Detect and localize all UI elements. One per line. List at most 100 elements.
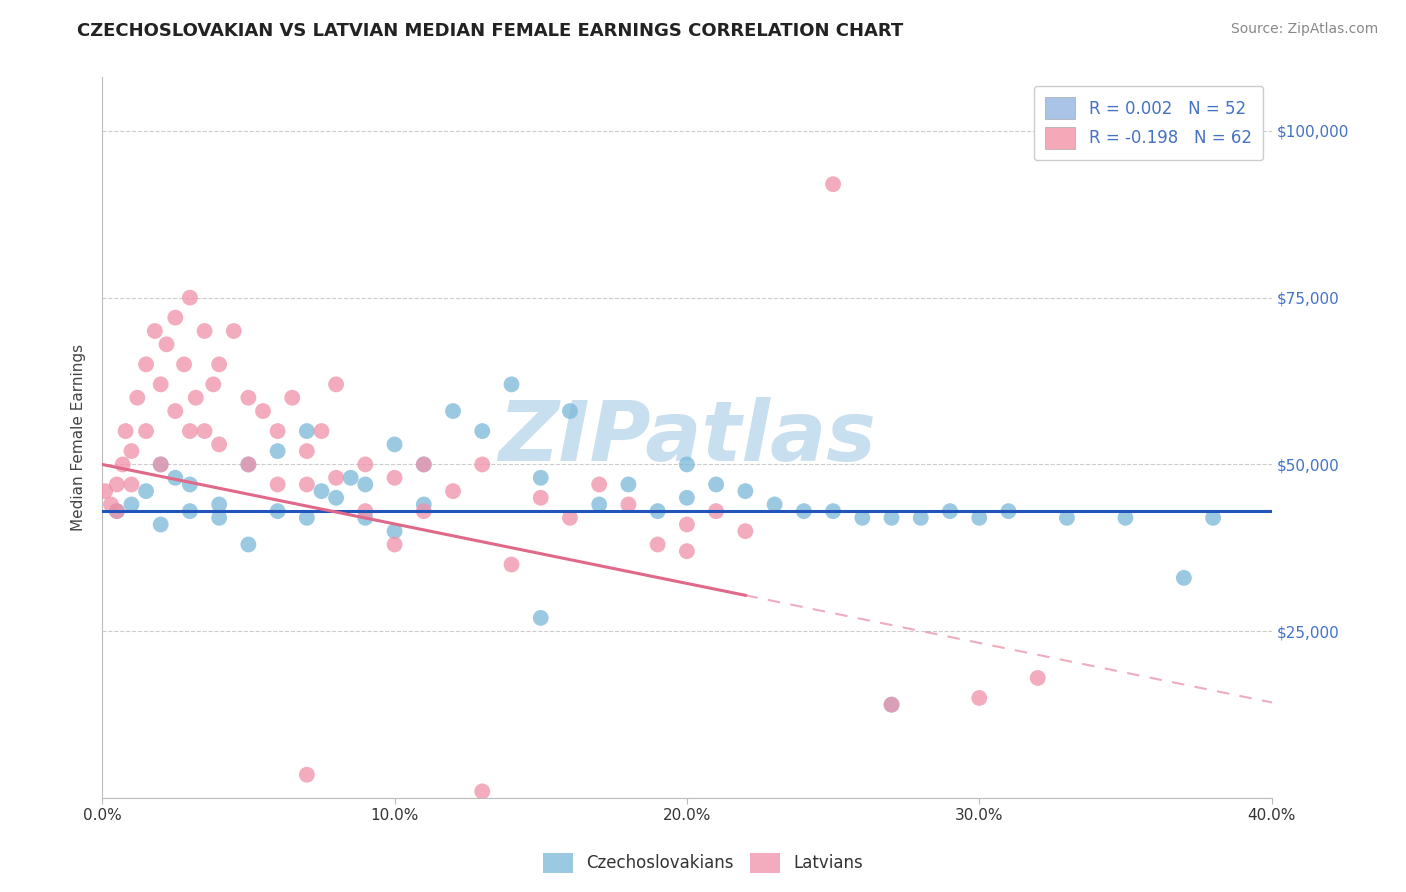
Point (266, 444, 288, 458)
Point (704, 504, 727, 518)
Point (412, 498, 434, 512)
Point (823, 178, 845, 192)
Point (295, 477, 318, 491)
Point (939, 504, 962, 518)
Point (412, 458, 434, 472)
Point (266, 504, 288, 518)
Point (558, 404, 581, 418)
Point (793, 504, 815, 518)
Point (143, 324, 166, 338)
Point (354, 511, 377, 525)
Point (471, 784, 494, 798)
Point (238, 458, 260, 472)
Point (910, 511, 932, 525)
Point (165, 404, 187, 418)
Point (105, 504, 128, 518)
Text: ZIPatlas: ZIPatlas (498, 397, 876, 478)
Point (1114, 511, 1136, 525)
Point (179, 477, 201, 491)
Point (165, 471, 187, 485)
Point (471, 458, 494, 472)
Point (135, 424, 157, 438)
Point (412, 504, 434, 518)
Point (295, 444, 318, 458)
Point (295, 424, 318, 438)
Point (676, 458, 699, 472)
Point (880, 511, 903, 525)
Text: Source: ZipAtlas.com: Source: ZipAtlas.com (1230, 22, 1378, 37)
Point (105, 504, 128, 518)
Point (100, 498, 122, 512)
Point (823, 504, 845, 518)
Point (1202, 511, 1225, 525)
Point (704, 477, 727, 491)
Point (354, 458, 377, 472)
Point (193, 424, 215, 438)
Point (149, 458, 172, 472)
Point (135, 484, 157, 499)
Point (647, 537, 669, 551)
Point (880, 698, 903, 712)
Point (94, 484, 117, 499)
Point (676, 491, 699, 505)
Point (120, 444, 142, 458)
Point (441, 404, 464, 418)
Point (238, 458, 260, 472)
Point (155, 337, 177, 351)
Point (471, 424, 494, 438)
Point (558, 511, 581, 525)
Point (354, 504, 377, 518)
Point (763, 498, 786, 512)
Point (617, 498, 640, 512)
Point (135, 357, 157, 371)
Point (647, 504, 669, 518)
Point (617, 477, 640, 491)
Point (384, 524, 406, 538)
Point (384, 537, 406, 551)
Point (179, 424, 201, 438)
Point (266, 424, 288, 438)
Point (354, 477, 377, 491)
Point (184, 391, 207, 405)
Point (311, 424, 333, 438)
Point (149, 517, 172, 532)
Point (412, 458, 434, 472)
Point (165, 310, 187, 325)
Point (530, 611, 553, 625)
Point (311, 484, 333, 499)
Point (588, 477, 610, 491)
Point (1026, 671, 1049, 685)
Point (676, 517, 699, 532)
Point (325, 491, 347, 505)
Point (384, 437, 406, 451)
Point (967, 511, 990, 525)
Point (127, 391, 149, 405)
Point (676, 544, 699, 558)
Point (880, 698, 903, 712)
Legend: Czechoslovakians, Latvians: Czechoslovakians, Latvians (536, 847, 870, 880)
Point (208, 498, 231, 512)
Legend: R = 0.002   N = 52, R = -0.198   N = 62: R = 0.002 N = 52, R = -0.198 N = 62 (1033, 86, 1263, 161)
Point (179, 504, 201, 518)
Point (281, 391, 304, 405)
Point (266, 477, 288, 491)
Point (1173, 571, 1195, 585)
Point (238, 537, 260, 551)
Point (222, 324, 245, 338)
Point (325, 471, 347, 485)
Point (501, 558, 523, 572)
Point (997, 504, 1019, 518)
Point (202, 377, 225, 392)
Point (105, 477, 128, 491)
Point (114, 424, 136, 438)
Point (530, 471, 553, 485)
Point (384, 471, 406, 485)
Point (530, 491, 553, 505)
Point (734, 484, 756, 499)
Point (295, 511, 318, 525)
Point (339, 471, 361, 485)
Point (120, 477, 142, 491)
Point (193, 324, 215, 338)
Point (252, 404, 274, 418)
Text: CZECHOSLOVAKIAN VS LATVIAN MEDIAN FEMALE EARNINGS CORRELATION CHART: CZECHOSLOVAKIAN VS LATVIAN MEDIAN FEMALE… (77, 22, 904, 40)
